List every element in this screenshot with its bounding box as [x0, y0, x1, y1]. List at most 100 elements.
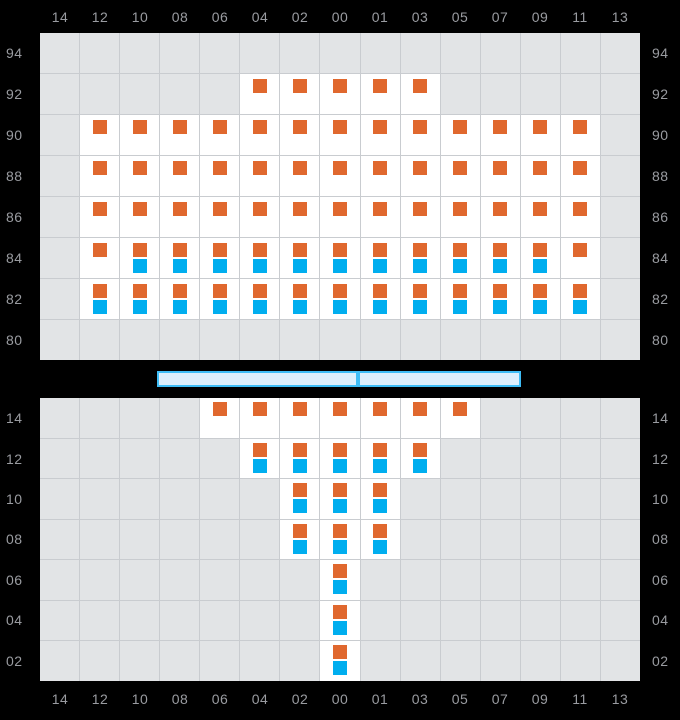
- grid-cell[interactable]: [320, 398, 360, 438]
- grid-cell[interactable]: [200, 238, 240, 278]
- grid-cell[interactable]: [360, 156, 400, 196]
- grid-cell[interactable]: [240, 438, 280, 479]
- grid-cell[interactable]: [360, 279, 400, 319]
- grid-cell[interactable]: [320, 641, 360, 681]
- grid-cell[interactable]: [320, 279, 360, 319]
- grid-cell[interactable]: [160, 238, 200, 278]
- grid-cell[interactable]: [160, 279, 200, 319]
- grid-cell[interactable]: [440, 398, 480, 438]
- grid-cell[interactable]: [160, 156, 200, 196]
- grid-cell[interactable]: [320, 197, 360, 237]
- grid-cell[interactable]: [320, 519, 360, 560]
- grid-cell[interactable]: [320, 600, 360, 641]
- grid-cell[interactable]: [400, 438, 440, 479]
- grid-cell[interactable]: [280, 398, 320, 438]
- grid-cell[interactable]: [280, 74, 320, 114]
- scrollbar-thumb-left[interactable]: [157, 371, 358, 387]
- grid-cell[interactable]: [320, 115, 360, 155]
- grid-cell[interactable]: [440, 115, 480, 155]
- grid-cell[interactable]: [240, 279, 280, 319]
- grid-cell[interactable]: [280, 438, 320, 479]
- grid-cell[interactable]: [560, 279, 600, 319]
- grid-cell[interactable]: [240, 156, 280, 196]
- grid-cell[interactable]: [240, 115, 280, 155]
- grid-cell[interactable]: [560, 115, 600, 155]
- grid-cell[interactable]: [440, 238, 480, 278]
- grid-cell[interactable]: [240, 197, 280, 237]
- grid-cell[interactable]: [360, 238, 400, 278]
- grid-cell[interactable]: [280, 115, 320, 155]
- grid-cell[interactable]: [400, 238, 440, 278]
- grid-cell[interactable]: [120, 115, 160, 155]
- grid-cell[interactable]: [400, 156, 440, 196]
- grid-cell[interactable]: [360, 438, 400, 479]
- grid-cell[interactable]: [80, 197, 120, 237]
- grid-cell: [240, 519, 280, 560]
- grid-cell[interactable]: [360, 74, 400, 114]
- grid-cell[interactable]: [240, 74, 280, 114]
- grid-cell[interactable]: [520, 197, 560, 237]
- grid-cell[interactable]: [320, 74, 360, 114]
- grid-cell[interactable]: [240, 398, 280, 438]
- grid-cell[interactable]: [240, 238, 280, 278]
- grid-cell[interactable]: [120, 156, 160, 196]
- grid-cell[interactable]: [160, 197, 200, 237]
- grid-cell[interactable]: [480, 197, 520, 237]
- grid-cell[interactable]: [120, 238, 160, 278]
- grid-cell[interactable]: [440, 156, 480, 196]
- x-tick-09: 09: [531, 9, 549, 25]
- grid-cell[interactable]: [480, 279, 520, 319]
- grid-cell[interactable]: [120, 197, 160, 237]
- grid-cell[interactable]: [80, 156, 120, 196]
- grid-cell[interactable]: [160, 115, 200, 155]
- grid-cell[interactable]: [400, 197, 440, 237]
- grid-cell[interactable]: [520, 115, 560, 155]
- grid-cell[interactable]: [440, 279, 480, 319]
- grid-cell[interactable]: [360, 479, 400, 519]
- grid-cell[interactable]: [280, 519, 320, 560]
- grid-cell[interactable]: [440, 197, 480, 237]
- grid-cell[interactable]: [560, 197, 600, 237]
- grid-cell[interactable]: [400, 115, 440, 155]
- grid-cell[interactable]: [80, 238, 120, 278]
- grid-cell[interactable]: [400, 74, 440, 114]
- grid-cell[interactable]: [200, 279, 240, 319]
- grid-cell[interactable]: [200, 197, 240, 237]
- grid-cell[interactable]: [200, 398, 240, 438]
- grid-cell[interactable]: [80, 279, 120, 319]
- bottom-panel-grid[interactable]: [40, 398, 640, 681]
- range-scrollbar[interactable]: [157, 371, 521, 387]
- grid-cell[interactable]: [320, 479, 360, 519]
- grid-cell[interactable]: [400, 398, 440, 438]
- grid-cell[interactable]: [360, 115, 400, 155]
- grid-cell[interactable]: [200, 156, 240, 196]
- grid-cell[interactable]: [360, 398, 400, 438]
- scrollbar-thumb-right[interactable]: [358, 371, 521, 387]
- grid-cell[interactable]: [320, 438, 360, 479]
- grid-cell[interactable]: [400, 279, 440, 319]
- grid-cell[interactable]: [280, 279, 320, 319]
- grid-cell[interactable]: [280, 479, 320, 519]
- grid-cell[interactable]: [480, 238, 520, 278]
- grid-cell[interactable]: [80, 115, 120, 155]
- grid-cell[interactable]: [360, 197, 400, 237]
- grid-cell[interactable]: [280, 156, 320, 196]
- grid-cell[interactable]: [520, 156, 560, 196]
- grid-cell: [40, 560, 80, 600]
- grid-cell[interactable]: [320, 238, 360, 278]
- x-tick-12: 12: [91, 691, 109, 707]
- grid-cell[interactable]: [520, 238, 560, 278]
- grid-cell[interactable]: [480, 156, 520, 196]
- grid-cell[interactable]: [120, 279, 160, 319]
- grid-cell[interactable]: [520, 279, 560, 319]
- grid-cell[interactable]: [320, 156, 360, 196]
- grid-cell[interactable]: [360, 519, 400, 560]
- grid-cell[interactable]: [280, 238, 320, 278]
- grid-cell[interactable]: [200, 115, 240, 155]
- grid-cell[interactable]: [320, 560, 360, 600]
- top-panel-grid[interactable]: [40, 33, 640, 360]
- grid-cell[interactable]: [480, 115, 520, 155]
- grid-cell[interactable]: [280, 197, 320, 237]
- grid-cell[interactable]: [560, 238, 600, 278]
- grid-cell[interactable]: [560, 156, 600, 196]
